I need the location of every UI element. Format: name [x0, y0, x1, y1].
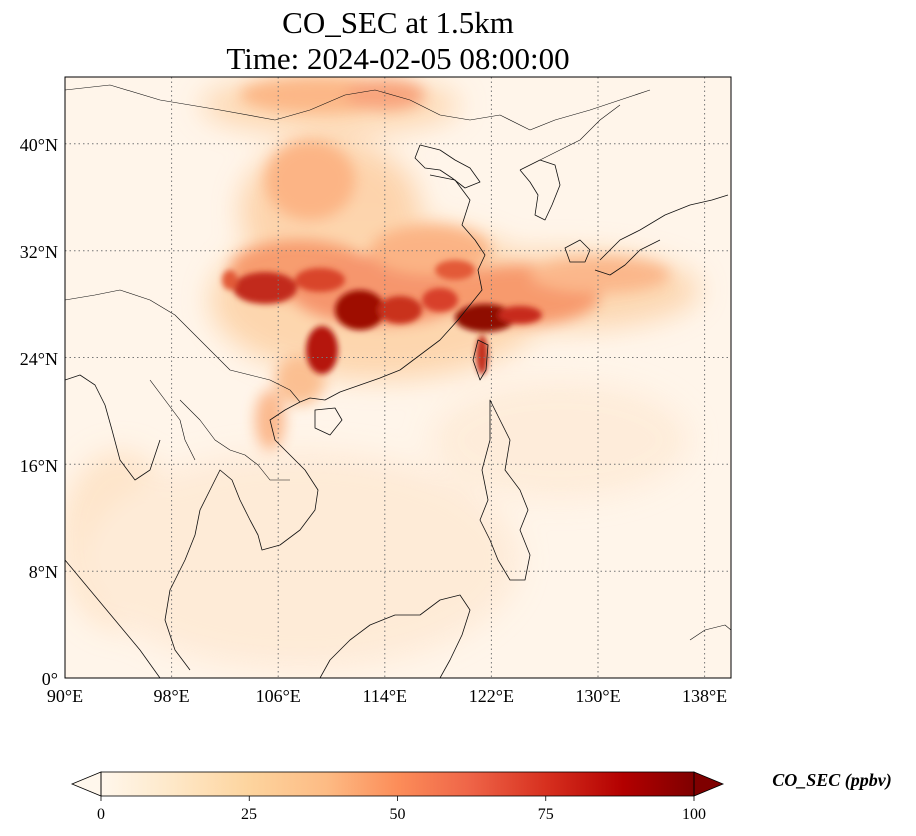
colorbar-tick-label: 100	[682, 806, 706, 823]
map-title: CO_SEC at 1.5km	[282, 5, 514, 40]
lon-tick-label: 98°E	[153, 686, 190, 706]
lat-tick-label: 40°N	[19, 135, 58, 155]
colorbar-label: CO_SEC (ppbv)	[772, 770, 892, 790]
lon-tick-label: 114°E	[362, 686, 408, 706]
colorbar-extend-max	[693, 771, 725, 797]
lat-tick-label: 32°N	[19, 242, 58, 262]
lat-tick-label: 0°	[41, 669, 58, 689]
lon-tick-label: 130°E	[575, 686, 621, 706]
lon-tick-label: 138°E	[681, 686, 728, 706]
colorbar-tick-label: 75	[537, 806, 554, 823]
lon-tick-label: 90°E	[46, 686, 84, 706]
colorbar-tick-label: 25	[241, 806, 257, 823]
lat-tick-label: 16°N	[19, 456, 58, 476]
map-subtitle-time: Time: 2024-02-05 08:00:00	[226, 41, 570, 76]
lat-tick-label: 24°N	[19, 349, 58, 369]
lon-tick-label: 106°E	[255, 686, 301, 706]
map-frame	[64, 76, 732, 679]
lon-tick-label: 122°E	[468, 686, 514, 706]
colorbar-extend-min	[70, 771, 102, 797]
colorbar-tick-label: 0	[97, 806, 105, 823]
colorbar	[70, 771, 725, 801]
colorbar-tick-label: 50	[389, 806, 406, 823]
co-concentration-field	[65, 77, 731, 678]
lat-tick-label: 8°N	[28, 562, 58, 582]
